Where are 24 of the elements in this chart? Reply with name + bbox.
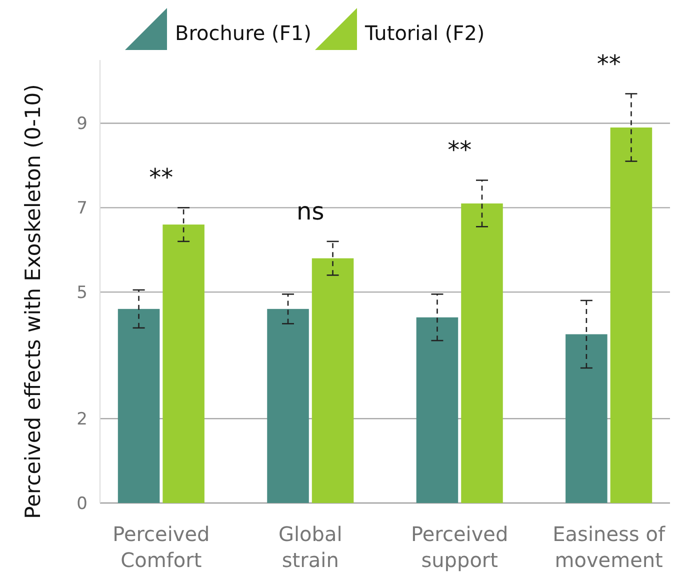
- y-axis-title: Perceived effects with Exoskeleton (0-10): [21, 84, 45, 519]
- bar: [461, 203, 503, 503]
- legend-label: Tutorial (F2): [364, 21, 485, 45]
- bar: [118, 308, 160, 503]
- y-tick-label: 7: [76, 198, 88, 219]
- x-tick-label: Global strain: [278, 522, 342, 572]
- annotation: **: [448, 136, 472, 164]
- x-tick-label: Perceived Comfort: [112, 522, 210, 572]
- bar: [162, 224, 204, 503]
- y-tick-label: 0: [76, 494, 88, 514]
- y-tick-label: 2: [76, 410, 88, 430]
- bar: [610, 128, 652, 503]
- x-tick-label: Perceived support: [411, 522, 508, 572]
- annotation: **: [149, 164, 174, 192]
- bar: [312, 258, 354, 503]
- bar: [416, 317, 458, 503]
- bar: [267, 308, 309, 503]
- y-tick-label: 9: [76, 114, 88, 134]
- x-tick-label: Easiness of movement: [552, 522, 666, 572]
- annotation: **: [596, 50, 621, 78]
- annotation: ns: [296, 197, 324, 226]
- legend-label: Brochure (F1): [175, 21, 312, 45]
- y-tick-label: 5: [76, 283, 88, 303]
- bar: [566, 334, 608, 503]
